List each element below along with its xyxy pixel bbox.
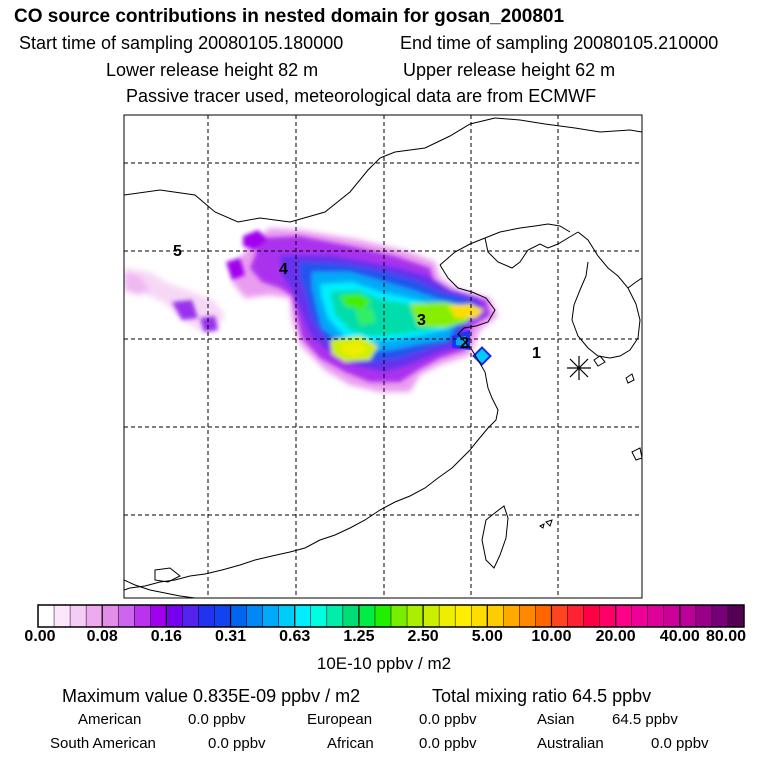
- region-labels: 1 2 3 4 5: [173, 243, 541, 362]
- asian-label: Asian: [537, 711, 575, 728]
- colorbar-cell: [342, 605, 360, 627]
- colorbar-tick-label: 0.08: [86, 628, 118, 645]
- region-label-5: 5: [173, 243, 182, 260]
- colorbar-cell: [262, 605, 280, 627]
- african-label: African: [327, 735, 374, 752]
- colorbar-cell: [487, 605, 504, 627]
- colorbar-cell: [166, 605, 183, 627]
- colorbar-tick-label: 20.00: [595, 628, 636, 645]
- colorbar-cell: [631, 605, 649, 627]
- colorbar-tick-label: 5.00: [471, 628, 503, 645]
- total-mixing-ratio-label: Total mixing ratio 64.5 ppbv: [432, 686, 652, 706]
- colorbar-cell: [503, 605, 520, 627]
- colorbar-tick-label: 10.00: [531, 628, 572, 645]
- colorbar-cell: [663, 605, 681, 627]
- colorbar-cell: [278, 605, 296, 627]
- colorbar-cell: [310, 605, 328, 627]
- colorbar-tick-label: 0.16: [150, 628, 182, 645]
- colorbar-cell: [230, 605, 248, 627]
- plot-title: CO source contributions in nested domain…: [14, 6, 565, 27]
- colorbar-cell: [246, 605, 264, 627]
- colorbar-cell: [70, 605, 87, 627]
- region-label-4: 4: [279, 261, 288, 278]
- colorbar-cell: [214, 605, 232, 627]
- colorbar-cell: [535, 605, 552, 627]
- colorbar-cell: [519, 605, 536, 627]
- colorbar-cell: [182, 605, 199, 627]
- start-time-label: Start time of sampling 20080105.180000: [19, 33, 344, 53]
- european-label: European: [307, 711, 373, 728]
- colorbar-cell: [294, 605, 312, 627]
- colorbar-cell: [455, 605, 472, 627]
- european-value: 0.0 ppbv: [419, 711, 477, 728]
- colorbar-cell: [695, 605, 713, 627]
- colorbar-cell: [150, 605, 167, 627]
- colorbar: [38, 605, 745, 627]
- concentration-plume: [124, 228, 498, 392]
- australian-value: 0.0 ppbv: [651, 735, 709, 752]
- colorbar-cell: [567, 605, 585, 627]
- map-frame: [123, 114, 643, 599]
- upper-release-height-label: Upper release height 62 m: [403, 60, 616, 80]
- colorbar-cell: [391, 605, 408, 627]
- map-grid: [124, 115, 642, 598]
- colorbar-cell: [326, 605, 344, 627]
- colorbar-frame: [37, 604, 745, 628]
- tracer-note: Passive tracer used, meteorological data…: [126, 86, 597, 106]
- south-american-label: South American: [50, 735, 156, 752]
- asian-value: 64.5 ppbv: [612, 711, 678, 728]
- colorbar-tick-label: 0.63: [279, 628, 311, 645]
- colorbar-cell: [583, 605, 601, 627]
- australian-label: Australian: [537, 735, 604, 752]
- colorbar-cell: [118, 605, 135, 627]
- american-value: 0.0 ppbv: [188, 711, 246, 728]
- american-label: American: [78, 711, 142, 728]
- colorbar-cell: [423, 605, 440, 627]
- maximum-value-label: Maximum value 0.835E-09 ppbv / m2: [62, 686, 361, 706]
- colorbar-cell: [374, 605, 392, 627]
- colorbar-cell: [439, 605, 456, 627]
- end-time-label: End time of sampling 20080105.210000: [400, 33, 719, 53]
- receptor-marker-icon: [567, 356, 591, 380]
- colorbar-cell: [679, 605, 697, 627]
- colorbar-cell: [471, 605, 488, 627]
- colorbar-tick-label: 80.00: [705, 628, 747, 645]
- colorbar-cell: [54, 605, 71, 627]
- african-value: 0.0 ppbv: [419, 735, 477, 752]
- colorbar-cell: [102, 605, 119, 627]
- colorbar-tick-label: 2.50: [407, 628, 439, 645]
- lower-release-height-label: Lower release height 82 m: [106, 60, 319, 80]
- colorbar-tick-label: 1.25: [343, 628, 375, 645]
- colorbar-cell: [615, 605, 633, 627]
- coastlines: [124, 117, 642, 598]
- colorbar-cell: [38, 605, 55, 627]
- region-label-1: 1: [532, 345, 541, 362]
- colorbar-cell: [647, 605, 665, 627]
- colorbar-cell: [134, 605, 151, 627]
- colorbar-cell: [407, 605, 424, 627]
- colorbar-tick-label: 0.31: [214, 628, 247, 645]
- colorbar-cell: [358, 605, 376, 627]
- colorbar-cell: [551, 605, 568, 627]
- colorbar-cell: [711, 605, 729, 627]
- region-label-2: 2: [460, 335, 469, 352]
- region-label-3: 3: [417, 312, 426, 329]
- colorbar-tick-label: 0.00: [24, 628, 56, 645]
- colorbar-tick-label: 40.00: [659, 628, 700, 645]
- colorbar-cell: [86, 605, 103, 627]
- colorbar-cell: [198, 605, 215, 627]
- colorbar-cell: [599, 605, 617, 627]
- colorbar-cell: [727, 605, 745, 627]
- south-american-value: 0.0 ppbv: [208, 735, 266, 752]
- colorbar-unit: 10E-10 ppbv / m2: [316, 654, 452, 673]
